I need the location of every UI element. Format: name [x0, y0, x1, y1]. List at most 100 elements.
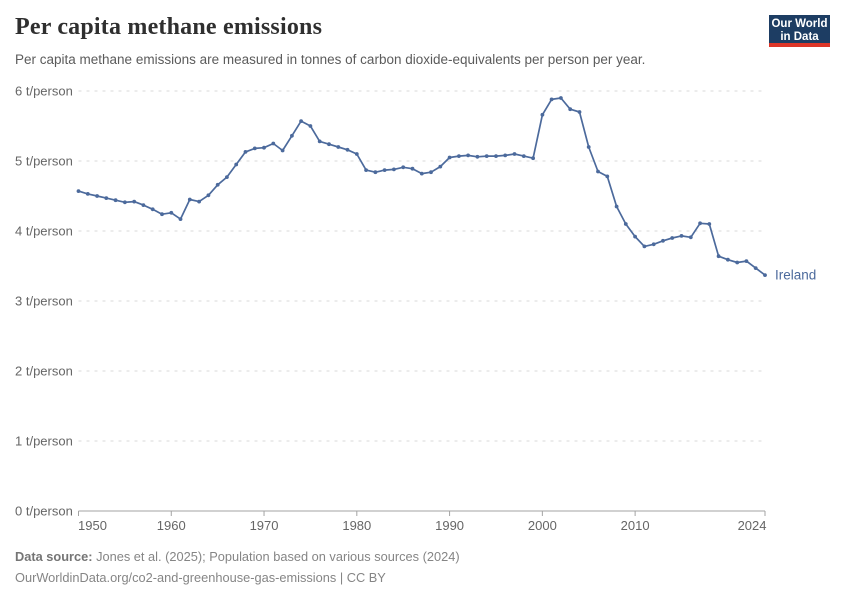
y-axis-tick-label: 4 t/person — [15, 224, 73, 239]
data-point — [243, 150, 248, 154]
data-point — [419, 171, 424, 176]
data-point — [503, 153, 508, 158]
data-point — [206, 193, 211, 198]
x-axis-tick-label: 1960 — [157, 518, 186, 533]
data-point — [484, 154, 489, 159]
data-point — [299, 119, 303, 123]
data-point — [410, 166, 415, 171]
data-point — [187, 197, 192, 202]
data-point — [512, 152, 517, 156]
x-axis-tick-label: 2000 — [528, 518, 557, 533]
data-point — [364, 168, 368, 173]
data-point — [540, 112, 545, 117]
data-point — [577, 110, 582, 114]
data-point — [707, 222, 712, 226]
data-point — [141, 203, 146, 208]
data-point — [262, 145, 266, 150]
data-point — [76, 189, 81, 194]
data-point — [160, 212, 164, 217]
data-line — [77, 97, 766, 276]
data-point — [642, 244, 647, 249]
data-point — [225, 175, 229, 180]
data-point — [104, 196, 109, 201]
data-point — [438, 164, 443, 169]
data-point — [215, 182, 220, 187]
x-axis-tick-label: 1970 — [250, 518, 279, 533]
footer-note-line: OurWorldinData.org/co2-and-greenhouse-ga… — [15, 570, 386, 585]
series-entity-label: Ireland — [775, 268, 816, 283]
data-point — [290, 133, 294, 138]
data-point — [327, 142, 331, 147]
data-point — [614, 204, 619, 209]
data-point — [744, 259, 749, 263]
data-point — [559, 96, 563, 100]
data-point — [345, 147, 350, 152]
data-point — [113, 198, 118, 203]
data-point — [698, 221, 702, 226]
owid-logo-line1: Our World — [771, 18, 828, 30]
data-point — [132, 199, 137, 204]
data-point — [549, 97, 554, 102]
x-axis-tick-label: 2024 — [738, 518, 767, 533]
data-point — [661, 238, 665, 243]
x-axis-tick-label: 1980 — [342, 518, 371, 533]
data-point — [429, 170, 433, 175]
data-point — [726, 257, 730, 262]
data-point — [763, 273, 767, 277]
data-point — [521, 154, 526, 159]
y-axis-tick-label: 3 t/person — [15, 294, 73, 309]
x-axis-tick-label: 1990 — [435, 518, 464, 533]
data-point — [85, 192, 90, 196]
data-point — [475, 154, 480, 159]
data-point — [568, 107, 573, 112]
y-axis-tick-label: 6 t/person — [15, 84, 73, 99]
y-axis-tick-label: 0 t/person — [15, 504, 73, 519]
data-point — [252, 146, 257, 151]
page-title: Per capita methane emissions — [15, 14, 323, 40]
y-axis-tick-label: 2 t/person — [15, 364, 73, 379]
data-point — [178, 217, 183, 222]
data-point — [123, 200, 127, 205]
data-point — [753, 266, 758, 270]
data-point — [401, 165, 406, 170]
data-point — [169, 210, 174, 215]
chart-subtitle: Per capita methane emissions are measure… — [15, 52, 646, 67]
chart-footer: Data source: Jones et al. (2025); Popula… — [15, 546, 460, 588]
x-axis-tick-label: 1950 — [78, 518, 107, 533]
data-point — [95, 194, 99, 198]
data-point — [373, 170, 378, 175]
owid-logo[interactable]: Our World in Data — [769, 15, 830, 47]
data-point — [494, 154, 498, 159]
data-point — [670, 236, 675, 240]
data-point — [596, 169, 600, 174]
data-point — [308, 124, 313, 128]
data-point — [457, 154, 461, 159]
data-point — [679, 234, 684, 238]
data-point — [651, 242, 656, 247]
x-axis-tick-label: 2010 — [621, 518, 650, 533]
data-point — [354, 152, 359, 156]
data-point — [271, 141, 276, 146]
data-point — [531, 156, 535, 161]
data-point — [466, 153, 470, 158]
data-source-label: Data source: — [15, 549, 93, 564]
data-point — [716, 254, 721, 259]
data-point — [605, 174, 610, 179]
data-point — [735, 260, 740, 265]
y-axis-tick-label: 1 t/person — [15, 434, 73, 449]
owid-logo-line2: in Data — [780, 31, 819, 43]
data-point — [336, 145, 341, 149]
data-point — [447, 155, 452, 160]
data-point — [633, 234, 637, 239]
data-point — [280, 148, 285, 153]
data-point — [623, 222, 628, 226]
data-point — [382, 168, 387, 173]
data-point — [150, 207, 155, 212]
data-point — [197, 199, 202, 204]
data-point — [392, 167, 396, 172]
data-source-line: Data source: Jones et al. (2025); Popula… — [15, 546, 460, 567]
data-point — [688, 235, 693, 240]
data-point — [586, 145, 591, 149]
